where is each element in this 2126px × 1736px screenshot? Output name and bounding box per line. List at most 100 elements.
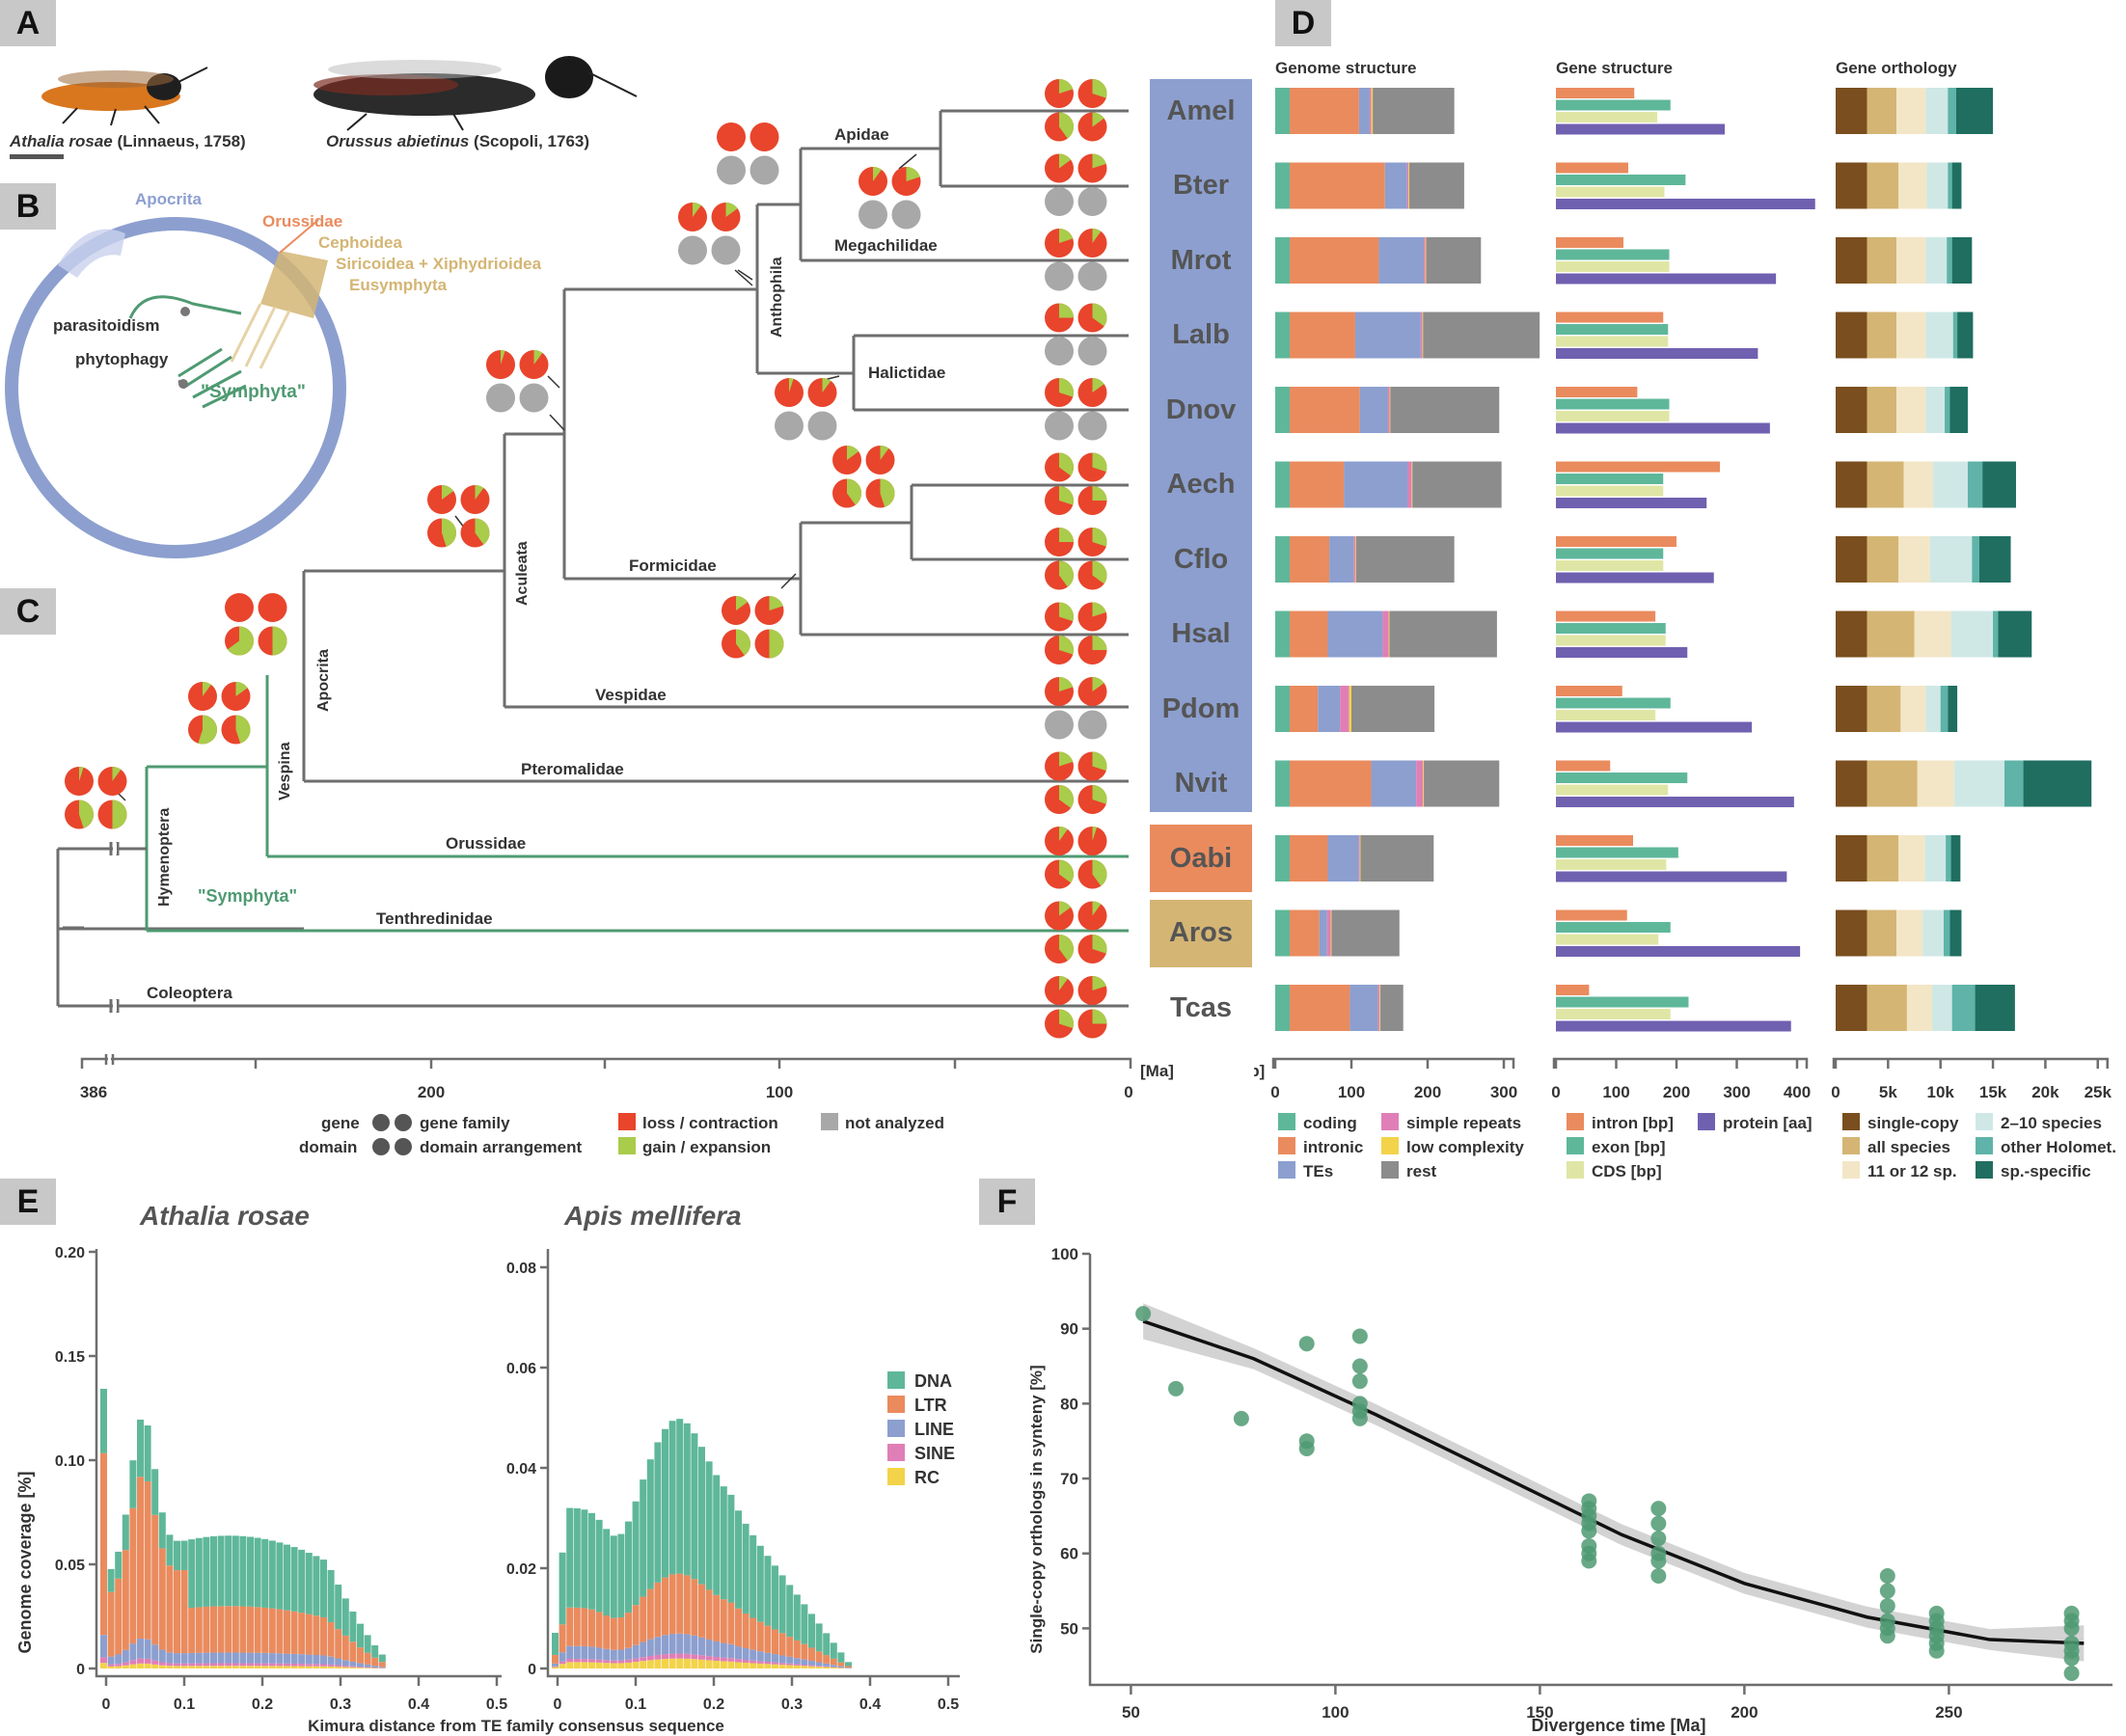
hist-bar [290,1653,298,1664]
hist-bar [341,1660,349,1667]
hist-ytick-label: 0.04 [506,1461,536,1478]
hist-bar [610,1617,617,1650]
hist-bar [188,1666,196,1668]
f-xtick-label: 100 [1322,1703,1349,1722]
orth-bar-dnov [1836,387,1867,433]
genome-axis [1271,1057,1515,1069]
hist-bar [188,1608,196,1653]
f-xtick-label: 250 [1935,1703,1962,1722]
pie-na [775,411,804,441]
hist-bar [188,1652,196,1664]
pie-gain [1092,452,1107,473]
te-legend-label: LTR [914,1396,947,1415]
pie-na [1045,337,1074,366]
hist-bar [845,1666,852,1668]
hist-bar [305,1664,313,1667]
genome-bar-aech [1290,461,1345,508]
hist-bar [676,1658,684,1668]
gene-bar-mrot [1556,237,1623,248]
genome-bar-dnov [1390,387,1500,433]
orth-bar-aech [1982,461,2016,508]
hist-bar [305,1552,313,1614]
hist-bar [713,1660,721,1668]
hist-bar [705,1660,713,1668]
genome-bar-hsal [1275,610,1291,658]
hist-bar [830,1667,837,1668]
hist-bar [225,1652,232,1664]
hist-bar [581,1662,588,1668]
orth-legend-label: single-copy [1867,1114,1959,1132]
genome-bar-amel [1358,88,1370,134]
siricoidea-label: Siricoidea + Xiphydrioidea [336,255,542,273]
gene-bar-mrot [1556,261,1670,272]
pie-gain [1092,859,1107,886]
orth-bar-lalb [1836,312,1867,359]
f-point [1135,1306,1152,1322]
pie-na [1077,411,1107,441]
genome-bar-amel [1371,88,1374,134]
orth-bar-aech [1836,461,1867,508]
orth-bar-aech [1867,461,1904,508]
orth-bar-cflo [1836,536,1867,583]
species-label-hsal: Hsal [1171,618,1231,649]
genome-bar-bter [1290,162,1385,209]
hist-bar [727,1658,735,1662]
clade-apidae: Apidae [834,125,889,144]
hist-bar [232,1535,239,1607]
pie-gain [1059,785,1074,808]
hist-bar [232,1666,239,1668]
hist-bar [378,1667,386,1668]
hist-bar [573,1662,581,1668]
genome-bar-aros [1290,909,1320,957]
hist-bar [107,1666,115,1668]
hist-bar [151,1644,159,1661]
gene-bar-bter [1556,162,1628,174]
f-point [1298,1336,1315,1352]
genome-bar-dnov [1359,387,1388,433]
hist-bar [640,1641,647,1658]
f-point [1650,1568,1667,1585]
genome-bar-nvit [1423,760,1425,807]
genome-tick-label: 300 [1490,1083,1517,1101]
genome-bar-aech [1407,461,1412,508]
f-point [2063,1666,2080,1681]
title-apis: Apis mellifera [563,1201,742,1231]
te-legend-swatch [887,1396,905,1413]
orth-bar-dnov [1925,387,1946,433]
gene-bar-pdom [1556,721,1753,733]
gene-bar-nvit [1556,784,1669,796]
hist-bar [750,1534,757,1618]
hist-bar [625,1647,632,1660]
apocrita-circle [5,217,346,558]
pie-gain [1092,112,1104,127]
hist-bar [662,1635,668,1655]
hist-bar [261,1538,269,1608]
clade-symphyta: "Symphyta" [198,886,297,906]
hist-bar [632,1644,640,1659]
hist-bar [698,1447,705,1585]
hist-bar [254,1607,261,1653]
hist-bar [129,1664,137,1668]
f-point [1298,1440,1315,1456]
genome-bar-tcas [1377,985,1380,1031]
gene-bar-hsal [1556,610,1656,622]
gene-bar-tcas [1556,985,1590,995]
time-tick-386: 386 [80,1083,107,1101]
hist-bar [298,1666,306,1668]
hist-ytick-label: 0.08 [506,1261,536,1277]
hist-bar [100,1452,107,1636]
hist-bar [151,1664,159,1668]
hist-bar [595,1519,603,1613]
title-genome-structure: Genome structure [1275,59,1416,77]
hist-bar [261,1666,269,1668]
pie-gain [1092,560,1107,584]
hist-bar [217,1535,225,1607]
hist-bar [808,1666,815,1668]
hist-bar [378,1662,386,1668]
hist-bar [698,1584,705,1638]
hist-bar [750,1660,757,1664]
genome-bar-oabi [1290,835,1328,882]
hist-bar [261,1652,269,1664]
hist-bar [552,1666,559,1668]
hist-bar [750,1663,757,1668]
